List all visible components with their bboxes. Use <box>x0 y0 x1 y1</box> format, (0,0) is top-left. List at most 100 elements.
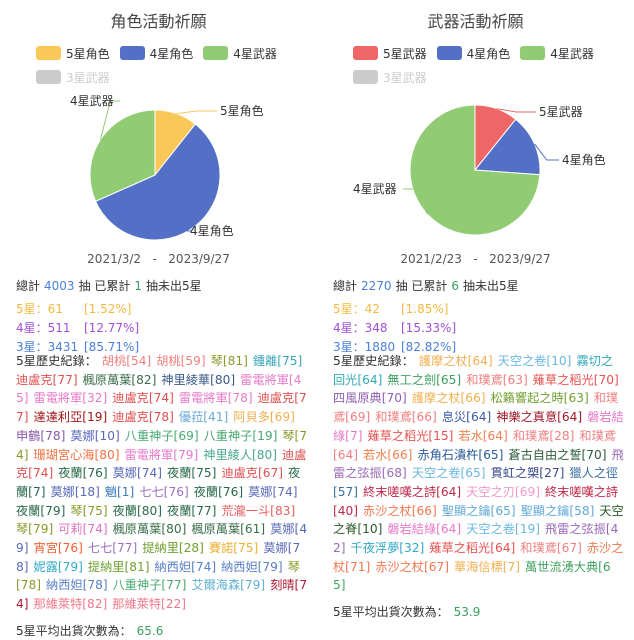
legend-label: 3星武器 <box>66 70 110 85</box>
history-record: 天空之卷[19] <box>466 522 540 537</box>
history-record: 阿貝多[69] <box>233 410 295 425</box>
legend-item[interactable]: 3星武器 <box>36 70 110 85</box>
legend: 5星角色 4星角色 4星武器 3星武器 <box>36 46 296 94</box>
star-stat: 5星：61 [1.52%] <box>16 300 308 319</box>
history-record: 七七[76] <box>139 484 189 499</box>
history-record: 琴[79] <box>16 522 54 537</box>
star-count: 3星：1880 <box>333 340 396 354</box>
legend-item[interactable]: 4星武器 <box>520 46 594 61</box>
history-record: 赤角石潰杵[65] <box>417 447 504 462</box>
date-range: 2021/2/23 - 2023/9/27 <box>400 252 551 266</box>
legend-swatch <box>36 70 61 84</box>
history-record: 荒瀧一斗[83] <box>221 503 296 518</box>
history-record: 提納里[28] <box>142 541 204 556</box>
legend-item[interactable]: 4星角色 <box>119 46 193 61</box>
legend: 5星武器 4星角色 4星武器 3星武器 <box>353 46 613 94</box>
history-record: 夜蘭[80] <box>112 503 163 518</box>
history-record: 和璞鳶[67] <box>520 541 582 556</box>
legend-swatch <box>203 46 229 60</box>
legend-swatch <box>36 46 61 60</box>
history-record: 艾爾海森[79] <box>191 578 266 593</box>
pie-chart: 5星武器 4星角色 4星武器 <box>353 104 606 236</box>
history-record: 宵宮[76] <box>33 541 83 556</box>
history-record: 珊瑚宮心海[80] <box>33 447 120 462</box>
date-end: 2023/9/27 <box>168 252 230 266</box>
history-record: 獵人之徑[57] <box>333 466 619 499</box>
history-record: 貫虹之槊[27] <box>490 466 565 481</box>
pie-slice[interactable] <box>89 109 156 203</box>
star-stat: 4星：511 [12.77%] <box>16 319 308 338</box>
history-record: 迪盧克[74] <box>112 391 174 406</box>
star-pct: [85.71%] <box>84 340 140 354</box>
history-record: 息災[64] <box>441 410 492 425</box>
legend-item[interactable]: 3星武器 <box>353 70 427 85</box>
summary-suffix: 抽未出5星 <box>146 279 202 293</box>
history-record: 神樂之真意[64] <box>496 410 583 425</box>
star-stat: 4星：348 [15.33%] <box>333 319 625 338</box>
star-count: 4星：511 <box>16 321 71 335</box>
history-record: 那維萊特[82] <box>33 597 108 612</box>
history-record: 莫娜[78] <box>16 541 301 574</box>
history-record: 無工之劍[65] <box>387 372 462 387</box>
history-record: 飛雷之弦振[42] <box>333 522 619 556</box>
history-record: 八重神子[77] <box>112 578 187 593</box>
history-record: 莫娜[18] <box>50 484 100 499</box>
history-record: 夜蘭[7] <box>16 466 301 499</box>
star-pct: [82.82%] <box>401 340 457 354</box>
pie-slice[interactable] <box>474 118 541 176</box>
history-record: 妮露[79] <box>33 559 83 574</box>
history-label: 5星歷史紀錄： <box>16 354 97 368</box>
history-record: 終末嗟嘆之詩[40] <box>333 484 619 518</box>
stats: 總計 4003 抽 已累計 1 抽未出5星 5星：61 [1.52%] 4星：511 [12.7… <box>16 277 308 357</box>
history-record: 終末嗟嘆之詩[64] <box>363 484 462 499</box>
history-record: 神里綾人[80] <box>203 447 278 462</box>
history-record: 和璞鳶[66] <box>375 410 437 425</box>
history-record: 天空之卷[10] <box>497 354 572 368</box>
summary-pity: 1 <box>134 279 143 293</box>
average-pulls: 5星平均出貨次數為： 53.9 <box>333 603 625 622</box>
history-record: 雷電將軍[79] <box>124 447 199 462</box>
legend-item[interactable]: 5星武器 <box>353 46 427 61</box>
legend-item[interactable]: 4星武器 <box>203 46 277 61</box>
legend-item[interactable]: 4星角色 <box>436 46 510 61</box>
history-record: 八重神子[19] <box>203 428 278 443</box>
summary-total: 2270 <box>361 279 392 293</box>
history-record: 千夜浮夢[32] <box>350 541 425 556</box>
history-label: 5星歷史紀錄： <box>333 354 414 368</box>
chart-panel: 角色活動祈願 5星角色 4星角色 4星武器 3星武器 5星角色 4星角色 4星武器 2021/3… <box>16 12 308 640</box>
legend-swatch <box>119 46 145 60</box>
history-record: 雷電將軍[78] <box>178 391 253 406</box>
pie-label: 5星角色 <box>220 104 264 118</box>
history-record: 夜蘭[76] <box>58 466 108 481</box>
history-records: 5星歷史紀錄： 胡桃[54] 胡桃[59] 琴[81] 鍾離[75] 迪盧克[77] 楓原萬… <box>16 352 308 640</box>
summary-mid: 抽 已累計 <box>395 279 448 293</box>
history-record: 聖顯之鑰[58] <box>520 503 595 518</box>
star-pct: [15.33%] <box>401 321 457 335</box>
legend-item[interactable]: 5星角色 <box>36 46 110 61</box>
history-record: 莫娜[74] <box>248 484 298 499</box>
pie-label-line <box>403 188 428 215</box>
average-pulls: 5星平均出貨次數為： 65.6 <box>16 622 308 640</box>
history-record: 胡桃[59] <box>156 354 206 368</box>
summary-mid: 抽 已累計 <box>78 279 131 293</box>
history-record: 四風原典[70] <box>333 391 407 406</box>
history-record: 八重神子[69] <box>124 428 199 443</box>
history-record: 霧切之回光[64] <box>333 354 614 387</box>
pie-label: 4星武器 <box>70 94 114 108</box>
pie-label: 4星武器 <box>353 182 397 196</box>
history-record: 琴[81] <box>210 354 248 368</box>
history-record: 赤沙之杖[71] <box>333 541 624 574</box>
pie-label-line <box>496 108 536 113</box>
history-record: 磐岩結綠[64] <box>387 522 462 537</box>
history-record: 楓原萬葉[80] <box>112 522 187 537</box>
pie-slice[interactable] <box>94 123 221 241</box>
legend-label: 5星角色 <box>66 46 110 61</box>
summary-suffix: 抽未出5星 <box>463 279 519 293</box>
legend-swatch <box>353 70 378 84</box>
history-record: 楓原萬葉[82] <box>82 372 157 387</box>
history-record: 和璞鳶[69] <box>333 391 619 425</box>
history-record: 提納里[81] <box>87 559 150 574</box>
history-record: 聖顯之鑰[65] <box>441 503 516 518</box>
history-record: 松籟響起之時[63] <box>490 391 589 406</box>
history-record: 萬世流湧大典[65] <box>333 559 611 593</box>
